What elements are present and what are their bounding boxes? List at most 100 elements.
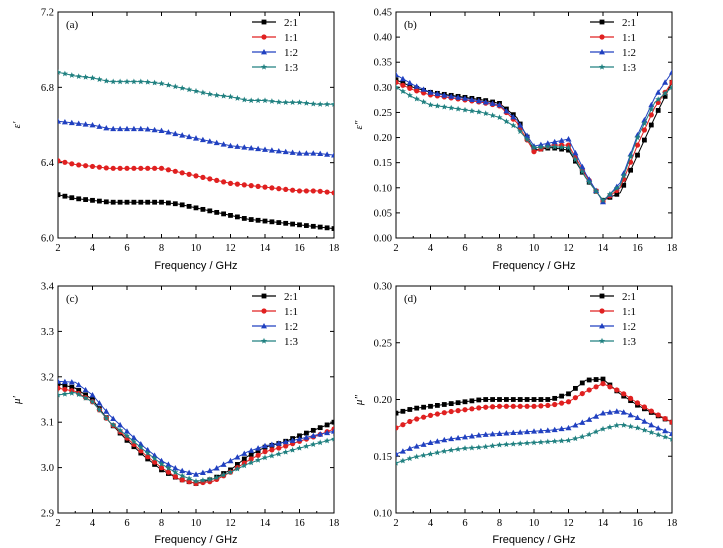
data-point [192,87,200,94]
series-layer [396,69,672,205]
x-tick-label: 6 [124,518,129,529]
data-point [482,431,489,437]
data-point [262,218,268,224]
data-point [496,114,503,121]
data-point [579,380,585,386]
data-point [130,78,137,85]
data-point [462,95,468,101]
data-point [448,435,455,442]
data-point [621,182,627,188]
data-point [538,397,544,402]
data-point [296,150,303,156]
data-point [648,408,654,414]
data-point [255,217,261,223]
data-point [593,384,599,390]
data-point [572,395,579,401]
legend-label: 2:1 [284,17,298,29]
data-point [213,139,220,146]
data-point [420,441,427,447]
x-tick-label: 8 [497,243,502,254]
y-tick-label: 6.8 [41,83,54,94]
x-tick-label: 10 [191,243,202,254]
y-tick-label: 0.25 [374,108,392,119]
data-point [668,436,672,442]
data-point [414,416,420,422]
y-tick-label: 6.0 [41,234,54,245]
data-point [662,415,668,422]
data-point [441,410,447,416]
legend-label: 1:2 [284,321,298,333]
data-point [186,475,193,482]
data-point [558,425,565,432]
x-tick-label: 12 [225,518,236,529]
data-point [586,416,593,422]
data-point [496,101,503,108]
data-point [158,165,165,171]
data-point [662,79,669,85]
x-tick-label: 14 [598,243,609,254]
data-point [310,441,317,448]
data-point [668,84,672,90]
data-point [234,143,241,149]
chart-panel-d: 2 4 6 8 10 12 14 16 18 0.10 0.15 0.20 0.25 0.30 (d) F… [353,282,677,547]
data-point [496,441,503,448]
data-point [468,444,475,451]
data-point [152,165,158,171]
data-point [406,445,413,451]
data-point [407,407,413,412]
data-point [241,456,247,462]
y-axis-label: μ″ [353,395,365,407]
data-point [186,469,193,475]
data-point [83,163,89,169]
data-point [165,464,172,471]
x-axis-label: Frequency / GHz [492,534,575,546]
data-point [414,405,420,411]
x-tick-label: 12 [563,243,574,254]
data-point [58,158,61,164]
data-point [648,429,655,435]
y-tick-label: 0.30 [374,282,392,293]
data-point [324,225,330,231]
data-point [476,405,482,411]
data-point [310,188,316,194]
data-point [483,404,489,410]
data-point [276,445,282,451]
data-point [255,183,261,189]
legend-label: 1:2 [622,321,636,333]
data-point [544,143,551,150]
y-tick-label: 0.05 [374,208,392,219]
data-point [165,129,172,135]
data-point [524,136,531,143]
chart-panel-c: 2 4 6 8 10 12 14 16 18 2.9 3.0 3.1 3.2 3.3 3.4 (c) Fre… [11,282,339,547]
data-point [275,450,282,457]
data-point [537,144,544,150]
x-tick-label: 16 [294,518,305,529]
data-point [137,78,144,85]
data-point [565,399,572,405]
x-tick-label: 6 [462,518,467,529]
data-point [490,397,495,402]
data-point [131,165,137,171]
data-point [504,397,509,402]
data-point [613,422,620,428]
data-point [166,200,171,206]
data-point [172,465,179,471]
data-point [159,199,164,205]
data-point [606,423,613,430]
data-point [641,404,648,410]
data-point [158,457,165,464]
legend-marker [599,34,605,40]
data-point [627,411,634,418]
data-point [448,93,455,99]
y-axis-label: ε′ [11,121,23,128]
data-point [620,172,627,179]
data-point [331,152,334,158]
data-point [489,112,496,119]
legend-marker [261,293,267,299]
data-point [331,190,334,196]
data-point [406,79,413,86]
series-layer [58,69,334,231]
data-point [303,150,310,156]
data-point [572,156,579,163]
chart-panel-b: 2 4 6 8 10 12 14 16 18 0.00 0.05 0.10 0.15 0.20 0.25 0.… [353,8,677,273]
